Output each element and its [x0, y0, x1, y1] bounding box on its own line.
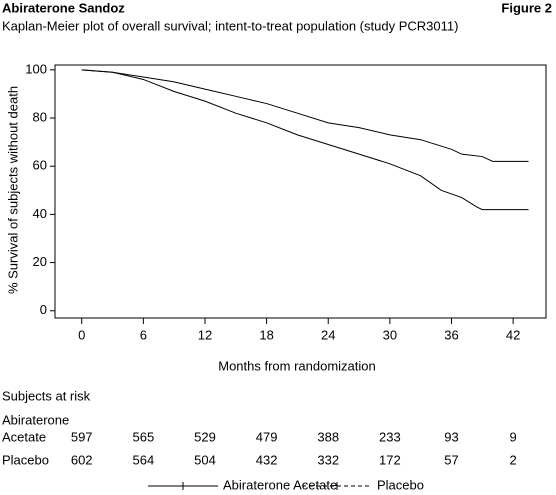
y-tick-label: 80 [33, 109, 47, 124]
risk-row-label: Abiraterone [2, 412, 69, 427]
survival-curve [81, 69, 529, 211]
y-axis-label: % Survival of subjects without death [5, 86, 20, 294]
risk-count: 564 [132, 452, 154, 467]
y-tick-label: 0 [40, 302, 47, 317]
x-tick-label: 0 [78, 327, 85, 342]
x-tick-label: 42 [506, 327, 520, 342]
risk-count: 432 [256, 452, 278, 467]
x-tick-label: 24 [321, 327, 335, 342]
risk-count: 565 [132, 429, 154, 444]
risk-table-title: Subjects at risk [2, 388, 91, 403]
risk-count: 388 [317, 429, 339, 444]
risk-row-label: Placebo [2, 452, 49, 467]
risk-count: 504 [194, 452, 216, 467]
risk-count: 57 [444, 452, 458, 467]
page-title: Abiraterone Sandoz [2, 0, 125, 15]
risk-count: 529 [194, 429, 216, 444]
risk-count: 602 [71, 452, 93, 467]
risk-count: 9 [510, 429, 517, 444]
chart-subtitle: Kaplan-Meier plot of overall survival; i… [2, 18, 458, 33]
survival-curve [81, 69, 529, 162]
x-tick-label: 6 [140, 327, 147, 342]
y-tick-label: 20 [33, 254, 47, 269]
y-tick-label: 60 [33, 158, 47, 173]
risk-count: 2 [510, 452, 517, 467]
y-tick-label: 100 [25, 61, 47, 76]
risk-count: 172 [379, 452, 401, 467]
risk-row-label: Acetate [2, 429, 46, 444]
x-axis-label: Months from randomization [218, 358, 376, 373]
x-tick-label: 12 [198, 327, 212, 342]
risk-count: 597 [71, 429, 93, 444]
risk-count: 332 [317, 452, 339, 467]
y-tick-label: 40 [33, 206, 47, 221]
risk-count: 233 [379, 429, 401, 444]
x-tick-label: 30 [383, 327, 397, 342]
x-tick-label: 18 [259, 327, 273, 342]
figure-label: Figure 2 [501, 0, 552, 15]
legend-label: Placebo [377, 477, 424, 492]
risk-count: 479 [256, 429, 278, 444]
legend-label: Abiraterone Acetate [223, 477, 337, 492]
risk-count: 93 [444, 429, 458, 444]
plot-frame [54, 64, 547, 319]
x-tick-label: 36 [444, 327, 458, 342]
